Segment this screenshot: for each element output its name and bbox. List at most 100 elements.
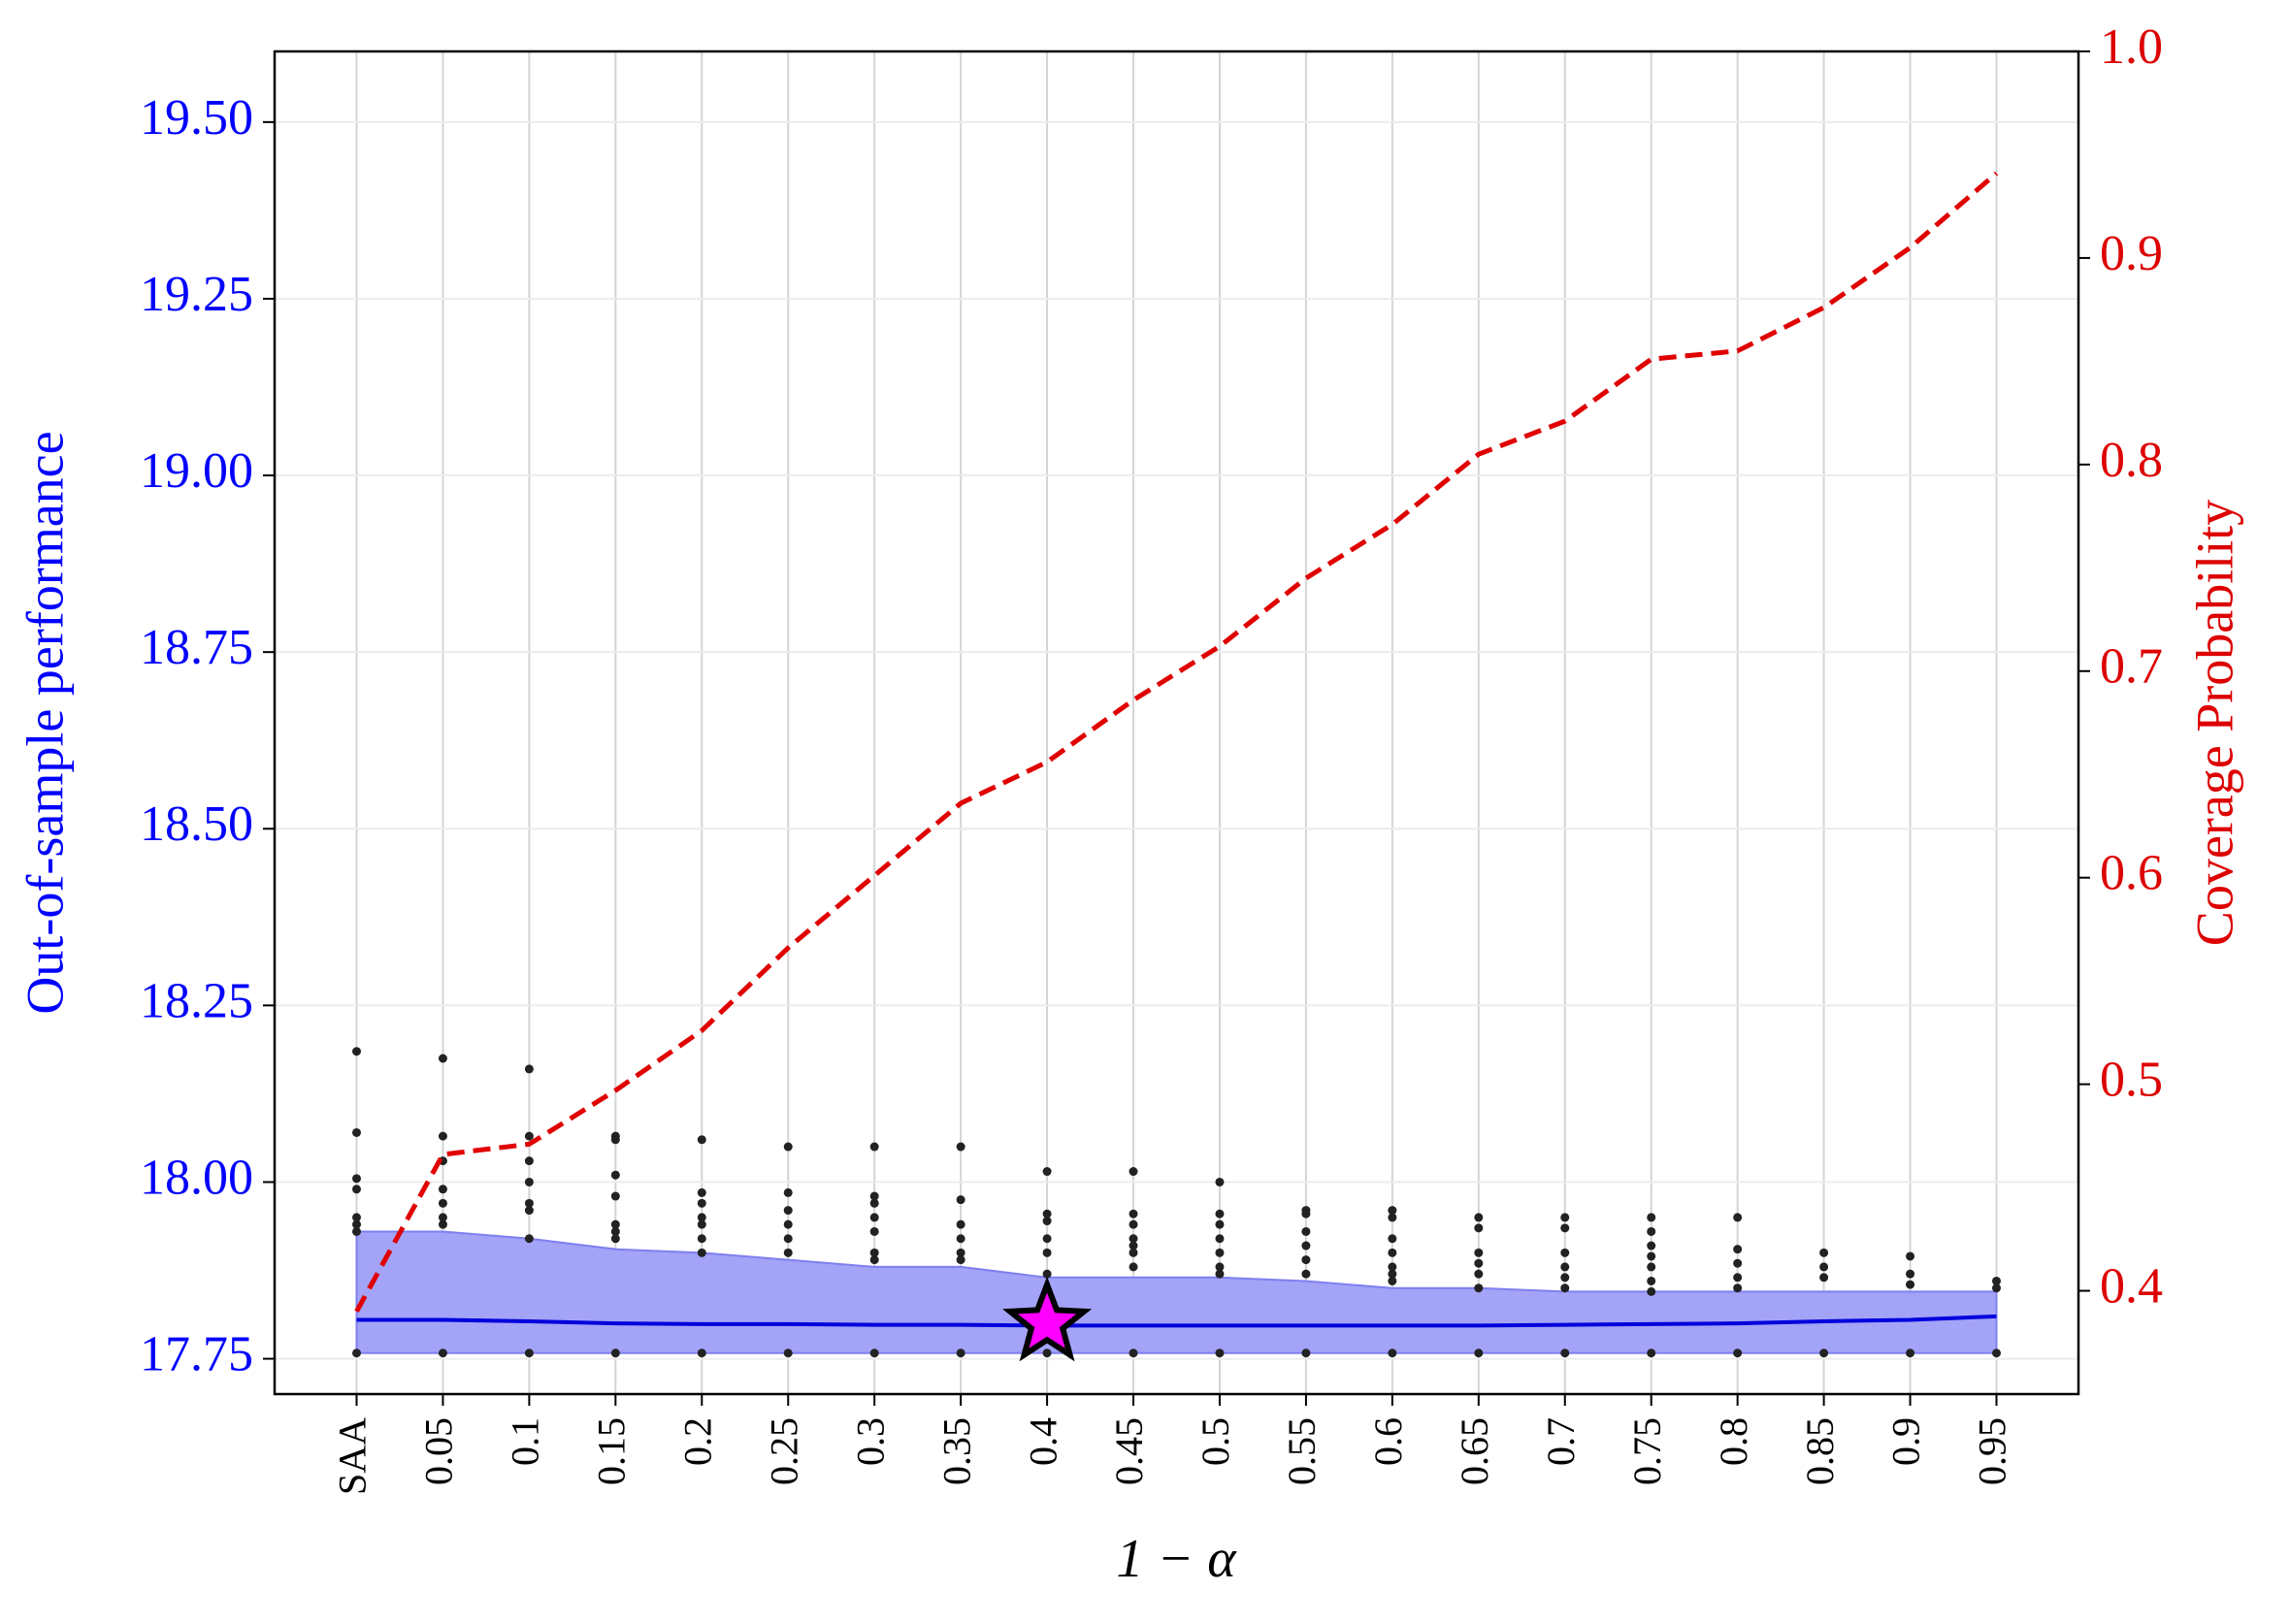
- y-tick-label: 19.25: [140, 267, 253, 322]
- sample-point: [352, 1226, 361, 1236]
- sample-point: [1474, 1269, 1484, 1279]
- sample-point: [1474, 1348, 1484, 1358]
- sample-point: [1647, 1276, 1656, 1285]
- sample-point: [438, 1198, 447, 1208]
- sample-point: [1215, 1219, 1225, 1229]
- sample-point: [610, 1348, 620, 1358]
- sample-point: [352, 1348, 361, 1358]
- sample-point: [1301, 1226, 1311, 1236]
- sample-point: [783, 1206, 793, 1216]
- sample-point: [1042, 1209, 1052, 1218]
- sample-point: [697, 1198, 706, 1208]
- sample-point: [1215, 1269, 1225, 1279]
- sample-point: [1819, 1348, 1829, 1358]
- sample-point: [1647, 1262, 1656, 1272]
- x-tick-label: 0.1: [504, 1417, 547, 1466]
- sample-point: [438, 1219, 447, 1229]
- sample-point: [1474, 1248, 1484, 1257]
- sample-point: [1474, 1258, 1484, 1268]
- x-tick-label: 0.3: [848, 1417, 892, 1466]
- sample-point: [1215, 1177, 1225, 1186]
- sample-point: [352, 1213, 361, 1222]
- y-tick-label: 18.00: [140, 1150, 253, 1205]
- sample-point: [524, 1198, 534, 1208]
- sample-point: [1560, 1273, 1570, 1283]
- sample-point: [1042, 1167, 1052, 1177]
- y-tick-label: 19.50: [140, 90, 253, 146]
- sample-point: [1733, 1213, 1743, 1222]
- sample-point: [783, 1187, 793, 1197]
- y-tick-label: 18.75: [140, 620, 253, 675]
- x-axis-label: 1 − α: [1116, 1529, 1237, 1589]
- sample-point: [956, 1348, 965, 1358]
- x-tick-label: 0.25: [762, 1417, 805, 1485]
- sample-point: [1992, 1348, 2001, 1358]
- sample-point: [869, 1226, 879, 1236]
- x-tick-label: 0.5: [1194, 1417, 1237, 1466]
- sample-point: [610, 1135, 620, 1145]
- plot-frame: [273, 49, 2080, 1396]
- sample-point: [352, 1185, 361, 1194]
- sample-point: [697, 1248, 706, 1257]
- y2-tick-label: 1.0: [2100, 19, 2163, 75]
- sample-point: [352, 1219, 361, 1229]
- sample-point: [697, 1348, 706, 1358]
- sample-point: [1129, 1219, 1138, 1229]
- x-tick-label: 0.65: [1453, 1417, 1496, 1485]
- sample-point: [1301, 1269, 1311, 1279]
- sample-point: [1560, 1213, 1570, 1222]
- y2-tick-label: 0.6: [2100, 846, 2163, 901]
- x-tick-label: 0.35: [934, 1417, 978, 1485]
- highlight-star: [1002, 1276, 1093, 1362]
- y2-tick-label: 0.4: [2100, 1258, 2163, 1314]
- sample-point: [610, 1219, 620, 1229]
- sample-point: [869, 1255, 879, 1265]
- x-tick-label: 0.4: [1021, 1417, 1064, 1466]
- sample-point: [1215, 1209, 1225, 1218]
- sample-point: [1129, 1262, 1138, 1272]
- x-tick-label: 0.6: [1366, 1417, 1410, 1466]
- sample-point: [1733, 1245, 1743, 1254]
- sample-point: [783, 1348, 793, 1358]
- y-tick-label: 19.00: [140, 443, 253, 499]
- sample-point: [1042, 1269, 1052, 1279]
- sample-point: [1129, 1209, 1138, 1218]
- sample-point: [697, 1135, 706, 1145]
- band: [355, 1230, 1998, 1354]
- sample-point: [1301, 1255, 1311, 1265]
- x-tick-label: 0.05: [417, 1417, 461, 1485]
- sample-point: [1388, 1348, 1397, 1358]
- sample-point: [1733, 1258, 1743, 1268]
- sample-point: [956, 1142, 965, 1152]
- sample-point: [610, 1170, 620, 1180]
- y2-tick-label: 0.7: [2100, 639, 2163, 695]
- sample-point: [783, 1234, 793, 1244]
- y2-axis-label: Coverage Probability: [2185, 500, 2243, 946]
- sample-point: [610, 1234, 620, 1244]
- x-tick-label: 0.2: [675, 1417, 719, 1466]
- y-tick-label: 17.75: [140, 1327, 253, 1382]
- y-tick-label: 18.25: [140, 973, 253, 1028]
- sample-point: [438, 1348, 447, 1358]
- x-tick-label: 0.75: [1625, 1417, 1669, 1485]
- sample-point: [869, 1191, 879, 1201]
- sample-point: [1647, 1241, 1656, 1250]
- sample-point: [1992, 1276, 2001, 1285]
- x-tick-label: 0.9: [1884, 1417, 1928, 1466]
- sample-point: [352, 1174, 361, 1184]
- sample-point: [956, 1234, 965, 1244]
- sample-point: [1388, 1276, 1397, 1285]
- sample-point: [438, 1131, 447, 1141]
- sample-point: [1215, 1234, 1225, 1244]
- sample-point: [438, 1213, 447, 1222]
- sample-point: [524, 1156, 534, 1166]
- sample-point: [1129, 1167, 1138, 1177]
- sample-point: [1819, 1262, 1829, 1272]
- sample-point: [1215, 1348, 1225, 1358]
- sample-point: [1474, 1213, 1484, 1222]
- x-tick-label: 0.8: [1712, 1417, 1755, 1466]
- sample-point: [1474, 1283, 1484, 1293]
- sample-point: [524, 1234, 534, 1244]
- sample-point: [1906, 1269, 1915, 1279]
- sample-point: [524, 1131, 534, 1141]
